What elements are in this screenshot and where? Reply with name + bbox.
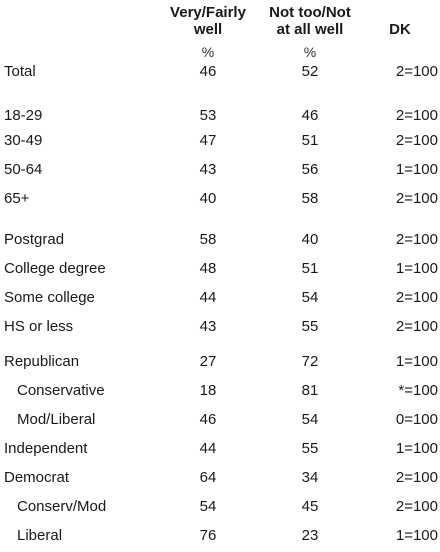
row-label: Independent bbox=[4, 440, 88, 457]
value-very-fairly-well: 44 bbox=[199, 289, 217, 306]
table-row: Liberal 76 23 1=100 bbox=[0, 526, 440, 546]
value-not-too-not-at-all-well: 55 bbox=[301, 318, 319, 335]
value-very-fairly-well: 18 bbox=[199, 382, 217, 399]
value-not-too-not-at-all-well: 54 bbox=[301, 411, 319, 428]
value-dk: 2=100 bbox=[395, 231, 438, 248]
value-dk: 2=100 bbox=[395, 498, 438, 515]
value-not-too-not-at-all-well: 52 bbox=[301, 63, 319, 80]
table-row: Republican 27 72 1=100 bbox=[0, 352, 440, 372]
value-very-fairly-well: 76 bbox=[199, 527, 217, 544]
value-dk: 2=100 bbox=[395, 289, 438, 306]
value-dk: 2=100 bbox=[395, 469, 438, 486]
row-label: Republican bbox=[4, 353, 80, 370]
value-dk: 2=100 bbox=[395, 107, 438, 124]
value-very-fairly-well: 44 bbox=[199, 440, 217, 457]
value-very-fairly-well: 58 bbox=[199, 231, 217, 248]
value-not-too-not-at-all-well: 56 bbox=[301, 161, 319, 178]
value-very-fairly-well: 54 bbox=[199, 498, 217, 515]
row-label: Some college bbox=[4, 289, 95, 306]
table-row: Total 46 52 2=100 bbox=[0, 62, 440, 82]
row-label: 65+ bbox=[4, 190, 30, 207]
table-row: Democrat 64 34 2=100 bbox=[0, 468, 440, 488]
value-dk: 2=100 bbox=[395, 132, 438, 149]
value-not-too-not-at-all-well: 40 bbox=[301, 231, 319, 248]
table-row: HS or less 43 55 2=100 bbox=[0, 317, 440, 337]
row-label: Total bbox=[4, 63, 36, 80]
unit-col2: % bbox=[303, 44, 317, 60]
value-dk: 0=100 bbox=[395, 411, 438, 428]
table-row: Independent 44 55 1=100 bbox=[0, 439, 440, 459]
value-dk: 1=100 bbox=[395, 440, 438, 457]
row-label: Conserv/Mod bbox=[17, 498, 107, 515]
value-dk: 2=100 bbox=[395, 63, 438, 80]
row-label: 50-64 bbox=[4, 161, 43, 178]
row-label: Postgrad bbox=[4, 231, 65, 248]
value-very-fairly-well: 43 bbox=[199, 318, 217, 335]
table-row: 30-49 47 51 2=100 bbox=[0, 131, 440, 151]
value-not-too-not-at-all-well: 46 bbox=[301, 107, 319, 124]
row-label: Conservative bbox=[17, 382, 105, 399]
row-label: Liberal bbox=[17, 527, 63, 544]
value-not-too-not-at-all-well: 72 bbox=[301, 353, 319, 370]
table-row: College degree 48 51 1=100 bbox=[0, 259, 440, 279]
row-label: HS or less bbox=[4, 318, 74, 335]
table-row: Postgrad 58 40 2=100 bbox=[0, 230, 440, 250]
table-row: Conserv/Mod 54 45 2=100 bbox=[0, 497, 440, 517]
table-row: 65+ 40 58 2=100 bbox=[0, 189, 440, 209]
value-very-fairly-well: 48 bbox=[199, 260, 217, 277]
value-not-too-not-at-all-well: 23 bbox=[301, 527, 319, 544]
value-not-too-not-at-all-well: 51 bbox=[301, 260, 319, 277]
value-dk: 1=100 bbox=[395, 353, 438, 370]
value-very-fairly-well: 46 bbox=[199, 63, 217, 80]
value-not-too-not-at-all-well: 45 bbox=[301, 498, 319, 515]
value-not-too-not-at-all-well: 34 bbox=[301, 469, 319, 486]
value-very-fairly-well: 46 bbox=[199, 411, 217, 428]
row-label: 18-29 bbox=[4, 107, 43, 124]
table-row: 50-64 43 56 1=100 bbox=[0, 160, 440, 180]
value-not-too-not-at-all-well: 81 bbox=[301, 382, 319, 399]
value-very-fairly-well: 47 bbox=[199, 132, 217, 149]
value-dk: 2=100 bbox=[395, 318, 438, 335]
table-row: Mod/Liberal 46 54 0=100 bbox=[0, 410, 440, 430]
value-very-fairly-well: 53 bbox=[199, 107, 217, 124]
header-not-too-not-at-all-well: Not too/Not at all well bbox=[269, 4, 351, 38]
table-row: Conservative 18 81 *=100 bbox=[0, 381, 440, 401]
value-very-fairly-well: 64 bbox=[199, 469, 217, 486]
value-very-fairly-well: 43 bbox=[199, 161, 217, 178]
value-dk: 1=100 bbox=[395, 527, 438, 544]
row-label: Mod/Liberal bbox=[17, 411, 96, 428]
row-label: 30-49 bbox=[4, 132, 43, 149]
value-dk: 1=100 bbox=[395, 161, 438, 178]
value-dk: *=100 bbox=[398, 382, 438, 399]
table-row: 18-29 53 46 2=100 bbox=[0, 106, 440, 126]
value-very-fairly-well: 40 bbox=[199, 190, 217, 207]
value-not-too-not-at-all-well: 55 bbox=[301, 440, 319, 457]
value-very-fairly-well: 27 bbox=[199, 353, 217, 370]
value-dk: 1=100 bbox=[395, 260, 438, 277]
value-not-too-not-at-all-well: 58 bbox=[301, 190, 319, 207]
value-not-too-not-at-all-well: 51 bbox=[301, 132, 319, 149]
value-not-too-not-at-all-well: 54 bbox=[301, 289, 319, 306]
header-dk: DK bbox=[389, 21, 411, 38]
header-very-fairly-well: Very/Fairly well bbox=[170, 4, 246, 38]
row-label: College degree bbox=[4, 260, 106, 277]
value-dk: 2=100 bbox=[395, 190, 438, 207]
table-row: Some college 44 54 2=100 bbox=[0, 288, 440, 308]
unit-col1: % bbox=[201, 44, 215, 60]
row-label: Democrat bbox=[4, 469, 70, 486]
